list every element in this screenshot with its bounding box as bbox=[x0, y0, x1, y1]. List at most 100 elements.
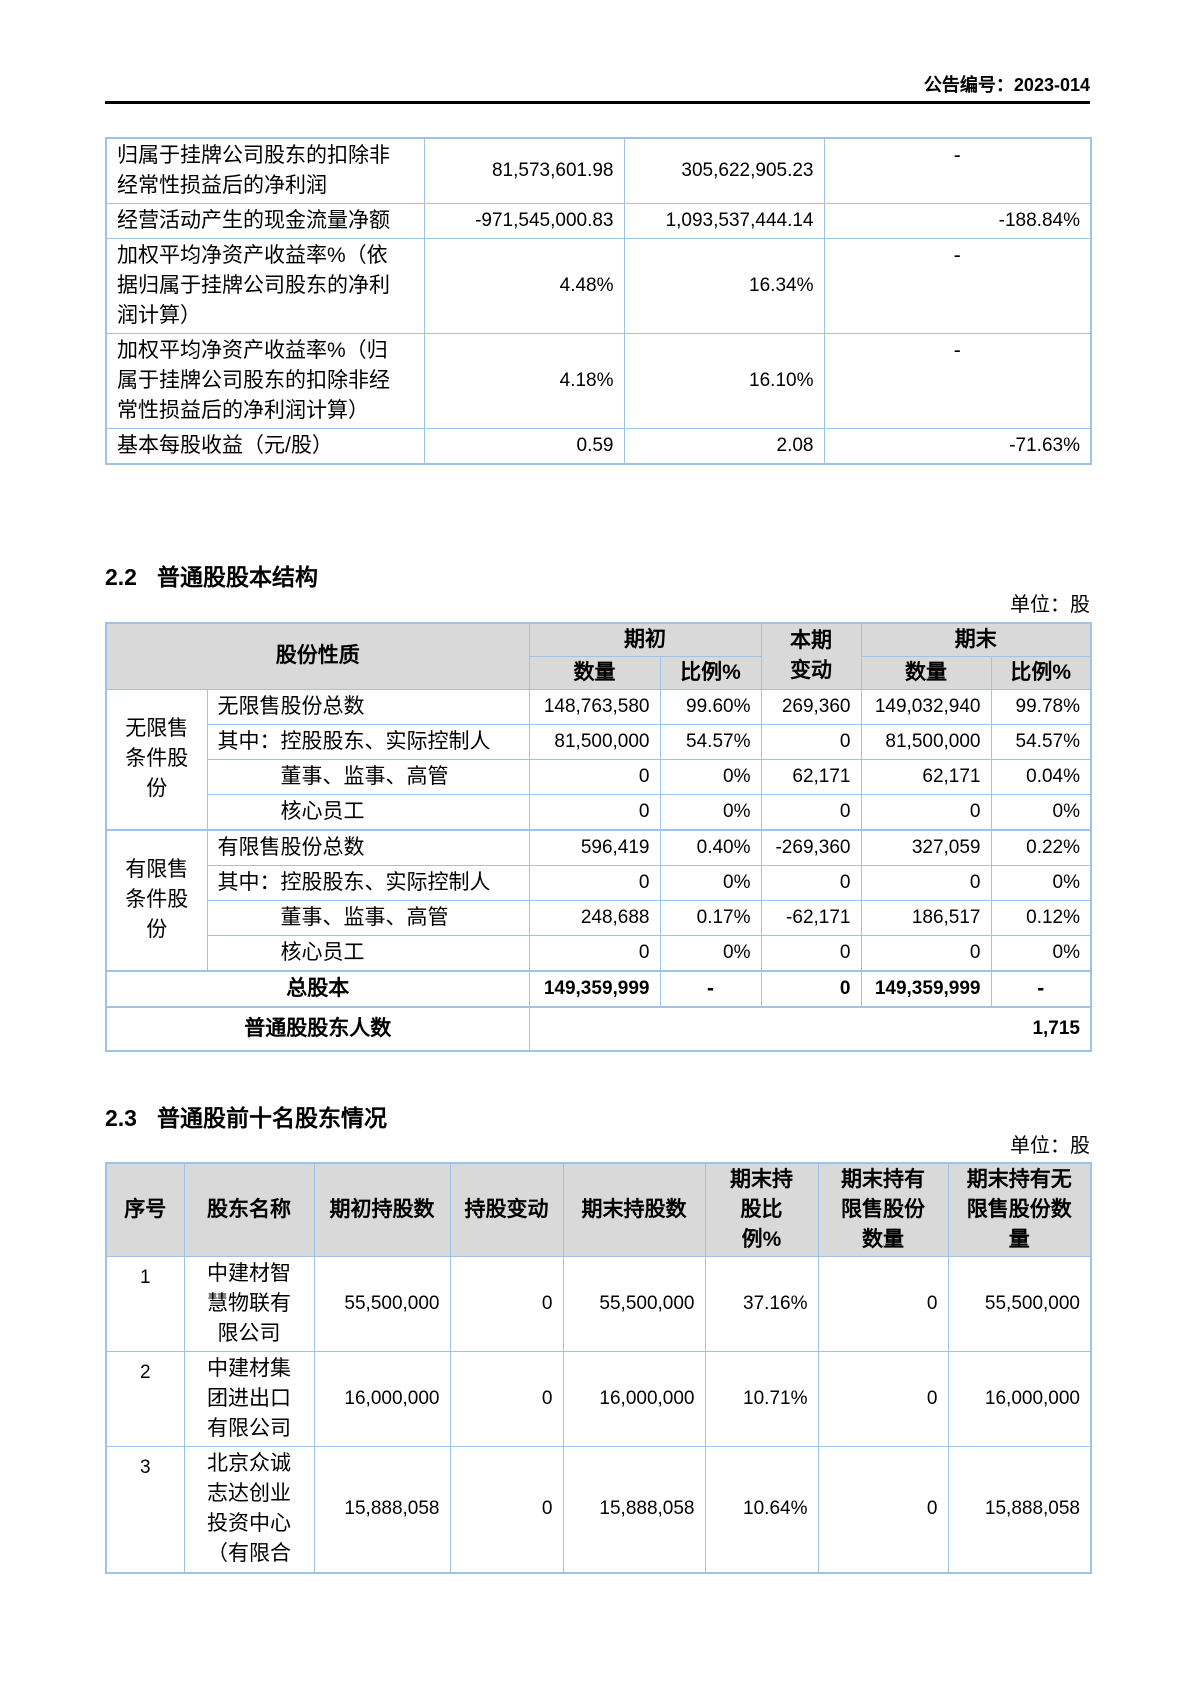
metric-change-value: -71.63% bbox=[823, 428, 1092, 465]
end-restricted-shares: 0 bbox=[817, 1446, 949, 1573]
share-category-label: 其中：控股股东、实际控制人 bbox=[206, 723, 530, 760]
begin-quantity: 148,763,580 bbox=[528, 688, 661, 725]
metric-prior-value: 16.34% bbox=[623, 238, 825, 334]
begin-quantity: 248,688 bbox=[528, 899, 661, 936]
row-number: 3 bbox=[105, 1446, 185, 1573]
begin-shares: 15,888,058 bbox=[313, 1446, 451, 1573]
period-change: 0 bbox=[760, 969, 862, 1007]
period-change: 62,171 bbox=[760, 758, 862, 795]
end-restricted-shares: 0 bbox=[817, 1351, 949, 1447]
column-header-begin-shares: 期初持股数 bbox=[313, 1162, 451, 1257]
metric-change-value: - bbox=[823, 137, 1092, 204]
section-2-3-heading: 2.3 普通股前十名股东情况 bbox=[105, 1105, 1090, 1131]
end-ratio: 0.22% bbox=[990, 828, 1092, 866]
begin-ratio: 54.57% bbox=[659, 723, 762, 760]
begin-quantity: 0 bbox=[528, 758, 661, 795]
table-row: 经营活动产生的现金流量净额 -971,545,000.83 1,093,537,… bbox=[105, 203, 1092, 239]
total-label: 总股本 bbox=[105, 969, 530, 1007]
end-shares: 15,888,058 bbox=[562, 1446, 706, 1573]
shareholder-count-value: 1,715 bbox=[528, 1005, 1092, 1051]
end-quantity: 186,517 bbox=[860, 899, 992, 936]
share-change: 0 bbox=[449, 1446, 564, 1573]
share-change: 0 bbox=[449, 1351, 564, 1447]
end-ratio: 0.04% bbox=[990, 758, 1092, 795]
begin-quantity: 81,500,000 bbox=[528, 723, 661, 760]
table-row: 归属于挂牌公司股东的扣除非经常性损益后的净利润 81,573,601.98 30… bbox=[105, 137, 1092, 204]
begin-shares: 16,000,000 bbox=[313, 1351, 451, 1447]
end-ratio: 0.12% bbox=[990, 899, 1092, 936]
table-row: 加权平均净资产收益率%（归属于挂牌公司股东的扣除非经常性损益后的净利润计算） 4… bbox=[105, 333, 1092, 429]
table-row: 核心员工 0 0% 0 0 0% bbox=[106, 934, 1092, 971]
metric-current-value: 4.18% bbox=[423, 333, 625, 429]
period-change: 269,360 bbox=[760, 688, 862, 725]
end-quantity: 327,059 bbox=[860, 828, 992, 866]
column-header-current-change: 本期变动 bbox=[760, 622, 862, 690]
unit-label: 单位：股 bbox=[1010, 1134, 1090, 1157]
table-row: 加权平均净资产收益率%（依据归属于挂牌公司股东的净利润计算） 4.48% 16.… bbox=[105, 238, 1092, 334]
table-header-row: 序号 股东名称 期初持股数 持股变动 期末持股数 期末持股比例% 期末持有限售股… bbox=[105, 1162, 1092, 1257]
table-header-row: 数量 比例% 数量 比例% bbox=[106, 655, 1092, 690]
shareholder-count-row: 普通股股东人数 1,715 bbox=[105, 1005, 1092, 1051]
shareholder-name: 中建材智慧物联有限公司 bbox=[183, 1256, 315, 1352]
end-quantity: 81,500,000 bbox=[860, 723, 992, 760]
header-divider bbox=[105, 101, 1090, 104]
shareholder-name: 中建材集团进出口有限公司 bbox=[183, 1351, 315, 1447]
metric-current-value: 81,573,601.98 bbox=[423, 137, 625, 204]
begin-quantity: 149,359,999 bbox=[528, 969, 661, 1007]
metric-label: 基本每股收益（元/股） bbox=[105, 428, 425, 465]
metric-current-value: 0.59 bbox=[423, 428, 625, 465]
metric-label: 加权平均净资产收益率%（归属于挂牌公司股东的扣除非经常性损益后的净利润计算） bbox=[105, 333, 425, 429]
table-row: 董事、监事、高管 248,688 0.17% -62,171 186,517 0… bbox=[106, 899, 1092, 936]
column-header-quantity: 数量 bbox=[860, 655, 992, 690]
end-ratio: 0% bbox=[990, 793, 1092, 830]
table-row: 无限售条件股份 无限售股份总数 148,763,580 99.60% 269,3… bbox=[105, 688, 1092, 830]
period-change: 0 bbox=[760, 864, 862, 901]
shareholder-row: 3 北京众诚志达创业投资中心（有限合 15,888,058 0 15,888,0… bbox=[105, 1446, 1092, 1573]
share-category-label: 其中：控股股东、实际控制人 bbox=[206, 864, 530, 901]
end-quantity: 149,032,940 bbox=[860, 688, 992, 725]
end-ratio: 0% bbox=[990, 864, 1092, 901]
metric-current-value: -971,545,000.83 bbox=[423, 203, 625, 239]
share-group-unrestricted: 无限售条件股份 bbox=[105, 688, 208, 830]
unit-label: 单位：股 bbox=[1010, 594, 1090, 616]
column-header-no: 序号 bbox=[105, 1162, 185, 1257]
begin-ratio: 0% bbox=[659, 934, 762, 971]
end-ratio: 37.16% bbox=[704, 1256, 819, 1352]
end-ratio: 54.57% bbox=[990, 723, 1092, 760]
begin-shares: 55,500,000 bbox=[313, 1256, 451, 1352]
end-quantity: 149,359,999 bbox=[860, 969, 992, 1007]
row-number: 1 bbox=[105, 1256, 185, 1352]
period-change: -269,360 bbox=[760, 828, 862, 866]
begin-quantity: 0 bbox=[528, 864, 661, 901]
end-shares: 16,000,000 bbox=[562, 1351, 706, 1447]
column-header-ratio: 比例% bbox=[659, 655, 762, 690]
table-header-row: 股份性质 期初 本期变动 期末 bbox=[105, 622, 1092, 690]
shareholder-row: 2 中建材集团进出口有限公司 16,000,000 0 16,000,000 1… bbox=[105, 1351, 1092, 1447]
metric-change-value: - bbox=[823, 333, 1092, 429]
column-header-beginning: 期初 bbox=[528, 622, 762, 657]
begin-quantity: 596,419 bbox=[528, 828, 661, 866]
table-row: 基本每股收益（元/股） 0.59 2.08 -71.63% bbox=[105, 428, 1092, 465]
begin-ratio: 99.60% bbox=[659, 688, 762, 725]
metric-prior-value: 1,093,537,444.14 bbox=[623, 203, 825, 239]
period-change: 0 bbox=[760, 934, 862, 971]
end-ratio: 10.71% bbox=[704, 1351, 819, 1447]
shareholder-name: 北京众诚志达创业投资中心（有限合 bbox=[183, 1446, 315, 1573]
row-number: 2 bbox=[105, 1351, 185, 1447]
share-category-label: 有限售股份总数 bbox=[206, 828, 530, 866]
metric-label: 加权平均净资产收益率%（依据归属于挂牌公司股东的净利润计算） bbox=[105, 238, 425, 334]
end-unrestricted-shares: 16,000,000 bbox=[947, 1351, 1092, 1447]
end-quantity: 0 bbox=[860, 864, 992, 901]
column-header-ratio: 比例% bbox=[990, 655, 1092, 690]
column-header-share-change: 持股变动 bbox=[449, 1162, 564, 1257]
column-header-share-nature: 股份性质 bbox=[105, 622, 530, 690]
end-restricted-shares: 0 bbox=[817, 1256, 949, 1352]
shareholder-row: 1 中建材智慧物联有限公司 55,500,000 0 55,500,000 37… bbox=[105, 1256, 1092, 1352]
key-financials-table: 归属于挂牌公司股东的扣除非经常性损益后的净利润 81,573,601.98 30… bbox=[105, 137, 1092, 465]
share-category-label: 董事、监事、高管 bbox=[206, 899, 530, 936]
column-header-end-restricted: 期末持有限售股份数量 bbox=[817, 1162, 949, 1257]
section-number: 2.3 bbox=[105, 1104, 137, 1131]
column-header-end-shares: 期末持股数 bbox=[562, 1162, 706, 1257]
total-share-capital-row: 总股本 149,359,999 - 0 149,359,999 - bbox=[105, 969, 1092, 1007]
